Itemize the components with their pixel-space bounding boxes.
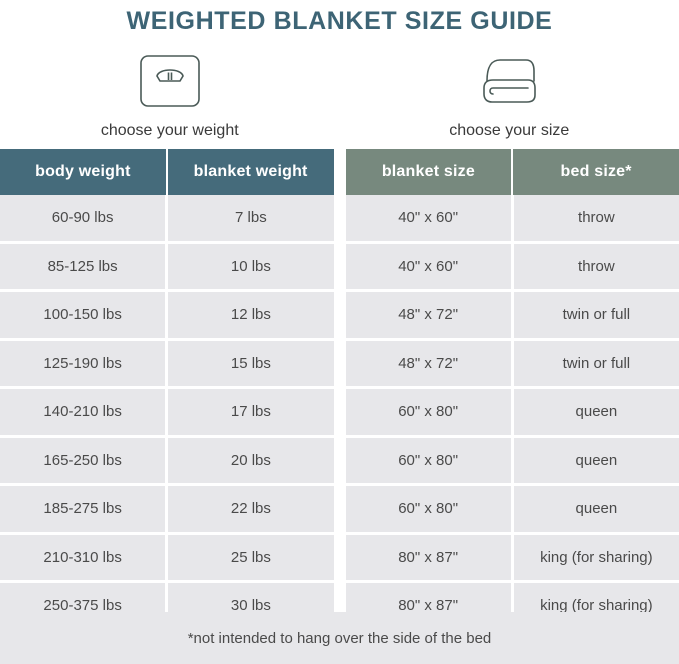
- cell-blanket-weight: 17 lbs: [168, 389, 334, 435]
- table-row: 125-190 lbs 15 lbs: [0, 340, 334, 386]
- size-caption: choose your size: [449, 122, 570, 139]
- size-table-header: blanket size bed size*: [345, 149, 679, 195]
- cell-bed-size: twin or full: [513, 340, 679, 386]
- cell-blanket-size: 40" x 60": [345, 243, 511, 289]
- column-header-blanket-weight: blanket weight: [167, 149, 334, 195]
- column-header-bed-size: bed size*: [513, 149, 679, 195]
- cell-blanket-size: 60" x 80": [345, 437, 511, 483]
- weight-caption: choose your weight: [100, 122, 239, 139]
- cell-bed-size: queen: [513, 389, 679, 435]
- table-row: 210-310 lbs 25 lbs: [0, 534, 334, 580]
- cell-body-weight: 210-310 lbs: [0, 534, 166, 580]
- table-row: 60" x 80" queen: [345, 486, 679, 532]
- tables-container: body weight blanket weight 60-90 lbs 7 l…: [0, 149, 679, 632]
- size-table-body: 40" x 60" throw 40" x 60" throw 48" x 72…: [345, 195, 679, 632]
- table-row: 40" x 60" throw: [345, 243, 679, 289]
- table-row: 60-90 lbs 7 lbs: [0, 195, 334, 241]
- cell-body-weight: 100-150 lbs: [0, 292, 166, 338]
- cell-body-weight: 140-210 lbs: [0, 389, 166, 435]
- cell-blanket-weight: 22 lbs: [168, 486, 334, 532]
- cell-blanket-weight: 15 lbs: [168, 340, 334, 386]
- cell-body-weight: 125-190 lbs: [0, 340, 166, 386]
- table-row: 80" x 87" king (for sharing): [345, 534, 679, 580]
- size-table: blanket size bed size* 40" x 60" throw 4…: [345, 149, 679, 632]
- table-row: 48" x 72" twin or full: [345, 340, 679, 386]
- cell-bed-size: queen: [513, 437, 679, 483]
- table-row: 60" x 80" queen: [345, 437, 679, 483]
- cell-blanket-size: 60" x 80": [345, 389, 511, 435]
- column-header-blanket-size: blanket size: [345, 149, 512, 195]
- cell-blanket-size: 48" x 72": [345, 292, 511, 338]
- cell-blanket-weight: 20 lbs: [168, 437, 334, 483]
- cell-bed-size: throw: [513, 195, 679, 241]
- cell-blanket-size: 48" x 72": [345, 340, 511, 386]
- cell-blanket-weight: 10 lbs: [168, 243, 334, 289]
- cell-bed-size: king (for sharing): [513, 534, 679, 580]
- folded-blanket-icon: [476, 55, 542, 107]
- cell-body-weight: 60-90 lbs: [0, 195, 166, 241]
- table-row: 165-250 lbs 20 lbs: [0, 437, 334, 483]
- cell-blanket-weight: 25 lbs: [168, 534, 334, 580]
- column-header-body-weight: body weight: [0, 149, 166, 195]
- cell-bed-size: twin or full: [513, 292, 679, 338]
- caption-row: choose your weight choose your size: [0, 118, 679, 144]
- cell-blanket-size: 40" x 60": [345, 195, 511, 241]
- icon-row: [0, 50, 679, 112]
- table-row: 85-125 lbs 10 lbs: [0, 243, 334, 289]
- cell-blanket-weight: 12 lbs: [168, 292, 334, 338]
- page-title: WEIGHTED BLANKET SIZE GUIDE: [126, 7, 553, 35]
- size-icon-cell: [340, 50, 679, 112]
- cell-bed-size: throw: [513, 243, 679, 289]
- cell-bed-size: queen: [513, 486, 679, 532]
- cell-blanket-size: 80" x 87": [345, 534, 511, 580]
- table-row: 60" x 80" queen: [345, 389, 679, 435]
- weight-table: body weight blanket weight 60-90 lbs 7 l…: [0, 149, 334, 632]
- table-row: 140-210 lbs 17 lbs: [0, 389, 334, 435]
- cell-body-weight: 85-125 lbs: [0, 243, 166, 289]
- table-row: 40" x 60" throw: [345, 195, 679, 241]
- footnote-band: *not intended to hang over the side of t…: [0, 612, 679, 664]
- weight-icon-cell: [0, 50, 340, 112]
- bathroom-scale-icon: [139, 54, 201, 108]
- cell-body-weight: 165-250 lbs: [0, 437, 166, 483]
- weight-table-body: 60-90 lbs 7 lbs 85-125 lbs 10 lbs 100-15…: [0, 195, 334, 632]
- table-row: 100-150 lbs 12 lbs: [0, 292, 334, 338]
- table-row: 185-275 lbs 22 lbs: [0, 486, 334, 532]
- cell-body-weight: 185-275 lbs: [0, 486, 166, 532]
- cell-blanket-weight: 7 lbs: [168, 195, 334, 241]
- weight-table-header: body weight blanket weight: [0, 149, 334, 195]
- cell-blanket-size: 60" x 80": [345, 486, 511, 532]
- table-row: 48" x 72" twin or full: [345, 292, 679, 338]
